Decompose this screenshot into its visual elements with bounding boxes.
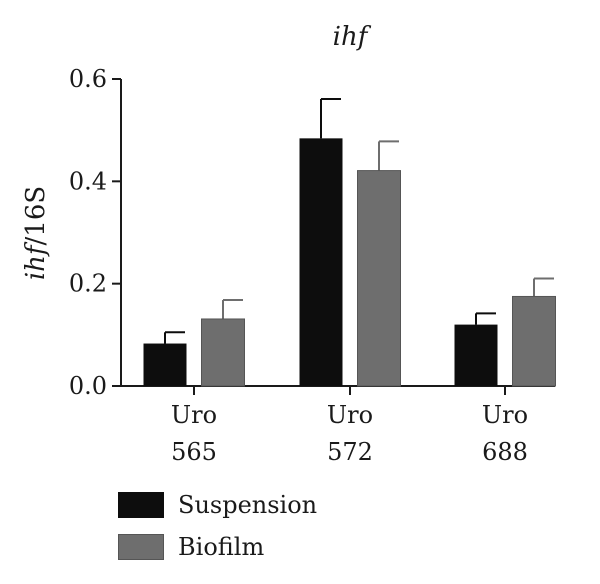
x-tick-label: Uro xyxy=(482,401,528,429)
legend-label-suspension: Suspension xyxy=(178,491,318,519)
y-tick-label: 0.4 xyxy=(69,167,107,195)
bar-suspension xyxy=(454,324,498,386)
y-axis-label: ihf/16S xyxy=(21,186,51,280)
y-tick-label: 0.6 xyxy=(69,65,107,93)
legend-swatch-biofilm xyxy=(118,534,164,560)
legend-item-suspension: Suspension xyxy=(118,490,317,520)
y-axis-label-italic: ihf xyxy=(21,241,51,280)
chart-title: ihf xyxy=(333,22,372,52)
bar-biofilm xyxy=(357,170,401,387)
y-axis-label-rest: /16S xyxy=(21,186,51,246)
bar-biofilm xyxy=(201,318,245,387)
x-tick-label: 565 xyxy=(171,438,217,466)
ticks: 0.0 0.2 0.4 0.6 Uro 565 Uro 572 Uro 688 xyxy=(69,65,528,466)
x-tick-label: 688 xyxy=(482,438,528,466)
y-tick-label: 0.0 xyxy=(69,372,107,400)
legend-label-biofilm: Biofilm xyxy=(178,533,265,561)
x-tick-label: Uro xyxy=(171,401,217,429)
legend-swatch-suspension xyxy=(118,492,164,518)
bar-biofilm xyxy=(512,295,556,387)
bar-suspension xyxy=(299,138,343,386)
legend: Suspension Biofilm xyxy=(118,490,317,574)
x-tick-label: Uro xyxy=(327,401,373,429)
bars xyxy=(143,97,556,387)
x-tick-label: 572 xyxy=(327,438,373,466)
y-tick-label: 0.2 xyxy=(69,270,107,298)
legend-item-biofilm: Biofilm xyxy=(118,532,317,562)
bar-suspension xyxy=(143,343,187,386)
bar-chart: ihf ihf/16S 0.0 0.2 0.4 0.6 Uro 565 Uro 572 Uro 6… xyxy=(21,22,556,466)
